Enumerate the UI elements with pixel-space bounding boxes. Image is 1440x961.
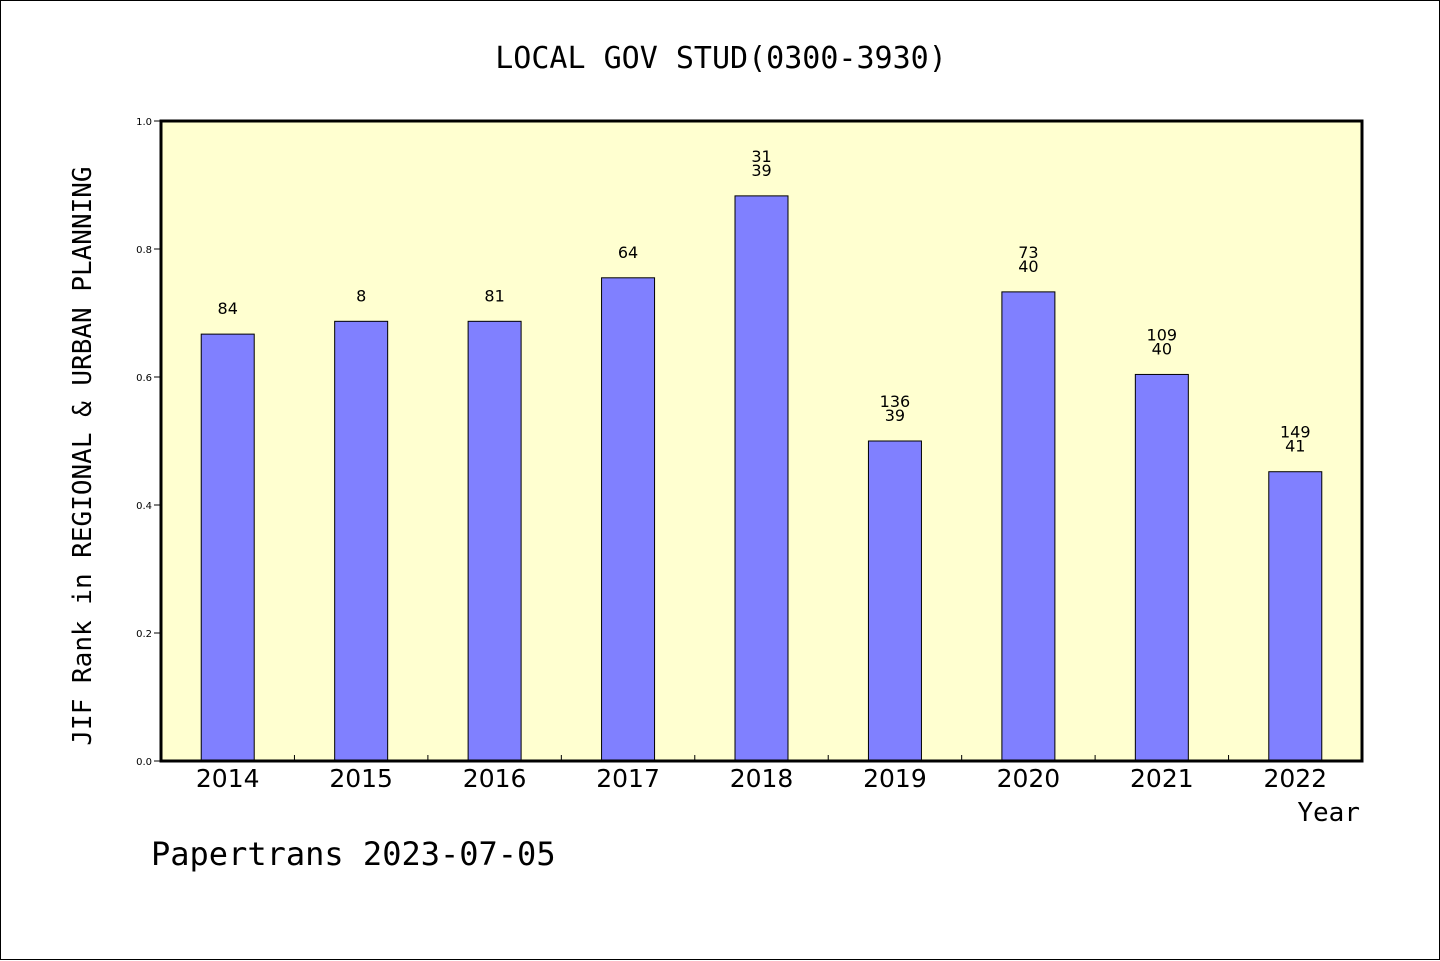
bar-label-2022-2: 41 [1285, 437, 1305, 456]
chart-title: LOCAL GOV STUD(0300-3930) [495, 41, 947, 76]
bar-label-2020-1: 73 [1018, 243, 1038, 262]
footer-credit: Papertrans 2023-07-05 [151, 835, 556, 873]
bar-label-2019-1: 136 [880, 392, 911, 411]
plot-border [159, 119, 1364, 763]
bar-2017 [601, 277, 656, 762]
bar-2020 [1001, 291, 1056, 762]
bar-label-2016-1: 81 [484, 286, 504, 305]
bar-2021 [1134, 373, 1189, 762]
bar-label-2020-2: 40 [1018, 257, 1038, 276]
x-axis-title: Year [1297, 798, 1360, 828]
x-tick-label-2016: 2016 [463, 764, 527, 793]
x-tick-label-2019: 2019 [863, 764, 927, 793]
y-tick-label: 0.8 [136, 245, 152, 256]
bar-2016 [467, 320, 522, 762]
bar-2022 [1268, 471, 1323, 762]
x-tick-label-2015: 2015 [329, 764, 393, 793]
x-tick-label-2017: 2017 [596, 764, 660, 793]
x-tick-label-2022: 2022 [1263, 764, 1327, 793]
bar-label-2021-1: 109 [1147, 325, 1178, 344]
bar-2015 [334, 320, 389, 762]
y-axis-title: JIF Rank in REGIONAL & URBAN PLANNING [68, 166, 98, 745]
x-tick-label-2020: 2020 [997, 764, 1061, 793]
x-tick-label-2018: 2018 [730, 764, 794, 793]
bar-2014 [200, 333, 255, 762]
bar-label-2018-1: 31 [751, 147, 771, 166]
bar-label-2014-1: 84 [218, 299, 238, 318]
y-tick-label: 1.0 [136, 117, 152, 128]
y-tick-label: 0.6 [136, 373, 152, 384]
bar-label-2022-1: 149 [1280, 423, 1311, 442]
bar-label-2021-2: 40 [1152, 339, 1172, 358]
bar-label-2015-1: 8 [356, 286, 366, 305]
bar-2019 [867, 440, 922, 762]
x-tick-label-2021: 2021 [1130, 764, 1194, 793]
x-axis: 2014 2015 2016 2017 2018 2019 2020 2021 2022 [196, 755, 1327, 793]
bars-layer [200, 195, 1323, 762]
bar-2018 [734, 195, 789, 762]
y-tick-label: 0.4 [136, 501, 152, 512]
y-tick-label: 0.0 [136, 757, 152, 768]
y-tick-label: 0.2 [136, 629, 152, 640]
bar-label-2018-2: 39 [751, 161, 771, 180]
bar-label-2019-2: 39 [885, 406, 905, 425]
x-tick-label-2014: 2014 [196, 764, 260, 793]
y-axis: 0.0 0.2 0.4 0.6 0.8 1.0 [136, 117, 161, 768]
bar-label-2017-1: 64 [618, 243, 638, 262]
